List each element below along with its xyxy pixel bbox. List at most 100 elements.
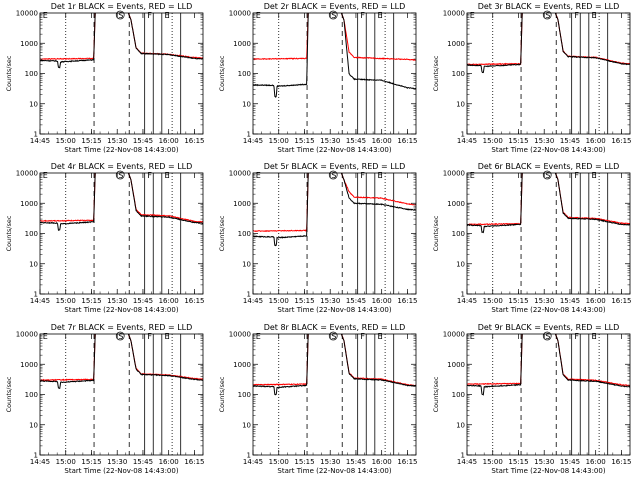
x-tick-label: 15:45: [346, 137, 366, 145]
y-tick-label: 1: [34, 452, 38, 460]
y-axis-label: Counts/sec: [218, 55, 226, 91]
y-tick-label: 1: [247, 131, 251, 139]
y-axis-label: Counts/sec: [5, 215, 13, 251]
y-tick-label: 10: [456, 100, 465, 108]
y-tick-label: 100: [238, 230, 251, 238]
y-tick-label: 10: [29, 260, 38, 268]
panel-title: Det 5r BLACK = Events, RED = LLD: [264, 162, 406, 171]
y-tick-label: 1000: [447, 200, 465, 208]
x-tick-label: 16:15: [397, 458, 417, 466]
marker-circle: [542, 170, 552, 180]
x-tick-label: 16:00: [159, 297, 179, 305]
y-axis-label: Counts/sec: [218, 215, 226, 251]
x-tick-label: 16:15: [184, 458, 204, 466]
y-tick-label: 10: [242, 260, 251, 268]
x-tick-label: 16:00: [372, 458, 392, 466]
x-tick-label: 15:00: [483, 297, 503, 305]
y-tick-label: 100: [452, 70, 465, 78]
marker-label: E: [256, 11, 261, 20]
x-tick-label: 14:45: [30, 458, 50, 466]
plot-frame: [39, 333, 204, 456]
y-tick-label: 1000: [20, 200, 38, 208]
y-tick-label: 10000: [16, 170, 38, 178]
x-tick-label: 15:45: [346, 297, 366, 305]
panel-title: Det 1r BLACK = Events, RED = LLD: [51, 2, 193, 11]
marker-label: F: [147, 332, 152, 341]
events-line: [253, 334, 416, 396]
marker-label: F: [360, 11, 365, 20]
x-tick-label: 15:15: [294, 458, 314, 466]
y-tick-label: 10000: [443, 170, 465, 178]
plot-frame: [39, 172, 204, 295]
plot-frame: [252, 172, 417, 295]
marker-label: S: [545, 11, 550, 20]
x-tick-label: 14:45: [457, 297, 477, 305]
events-line: [467, 13, 630, 74]
y-tick-label: 10: [242, 100, 251, 108]
x-tick-label: 14:45: [243, 297, 263, 305]
x-tick-label: 15:30: [534, 137, 554, 145]
x-tick-label: 16:15: [184, 297, 204, 305]
y-axis-label: Counts/sec: [432, 55, 440, 91]
y-tick-label: 10000: [229, 10, 251, 18]
marker-label: F: [574, 332, 579, 341]
y-tick-label: 1: [247, 452, 251, 460]
marker-label: S: [331, 11, 336, 20]
marker-label: S: [545, 171, 550, 180]
y-tick-label: 100: [238, 70, 251, 78]
y-tick-label: 1000: [20, 361, 38, 369]
y-tick-label: 100: [238, 391, 251, 399]
y-axis-label: Counts/sec: [432, 376, 440, 412]
x-tick-label: 14:45: [243, 137, 263, 145]
marker-label: F: [360, 171, 365, 180]
marker-label: S: [331, 171, 336, 180]
x-tick-label: 15:15: [294, 137, 314, 145]
x-tick-label: 15:00: [269, 297, 289, 305]
marker-label: S: [118, 171, 123, 180]
marker-label: E: [165, 332, 170, 341]
marker-label: S: [545, 332, 550, 341]
marker-label: E: [378, 171, 383, 180]
x-tick-label: 15:45: [560, 297, 580, 305]
y-tick-label: 10: [242, 421, 251, 429]
lld-line: [253, 13, 416, 62]
y-tick-label: 10000: [229, 170, 251, 178]
x-tick-label: 15:00: [269, 137, 289, 145]
x-tick-label: 15:30: [534, 458, 554, 466]
panel-title: Det 7r BLACK = Events, RED = LLD: [51, 323, 193, 332]
x-tick-label: 16:00: [372, 137, 392, 145]
y-axis-label: Counts/sec: [5, 376, 13, 412]
marker-label: S: [118, 11, 123, 20]
marker-label: F: [147, 171, 152, 180]
y-tick-label: 1000: [20, 40, 38, 48]
events-line: [467, 334, 630, 396]
events-line: [40, 173, 203, 232]
x-tick-label: 15:30: [107, 458, 127, 466]
x-tick-label: 15:15: [508, 137, 528, 145]
marker-label: F: [574, 11, 579, 20]
x-tick-label: 16:15: [397, 137, 417, 145]
plot-frame: [252, 12, 417, 135]
marker-label: E: [470, 171, 475, 180]
panel-title: Det 8r BLACK = Events, RED = LLD: [264, 323, 406, 332]
x-tick-label: 16:15: [611, 458, 631, 466]
x-tick-label: 15:00: [56, 297, 76, 305]
x-tick-label: 15:30: [320, 137, 340, 145]
y-tick-label: 10000: [229, 331, 251, 339]
x-tick-label: 15:45: [560, 137, 580, 145]
y-tick-label: 10000: [443, 331, 465, 339]
marker-label: F: [574, 171, 579, 180]
marker-label: E: [165, 171, 170, 180]
y-tick-label: 10000: [443, 10, 465, 18]
y-tick-label: 1: [461, 452, 465, 460]
x-tick-label: 15:15: [294, 297, 314, 305]
plot-frame: [252, 333, 417, 456]
y-tick-label: 100: [25, 391, 38, 399]
marker-label: E: [592, 171, 597, 180]
y-tick-label: 100: [25, 230, 38, 238]
